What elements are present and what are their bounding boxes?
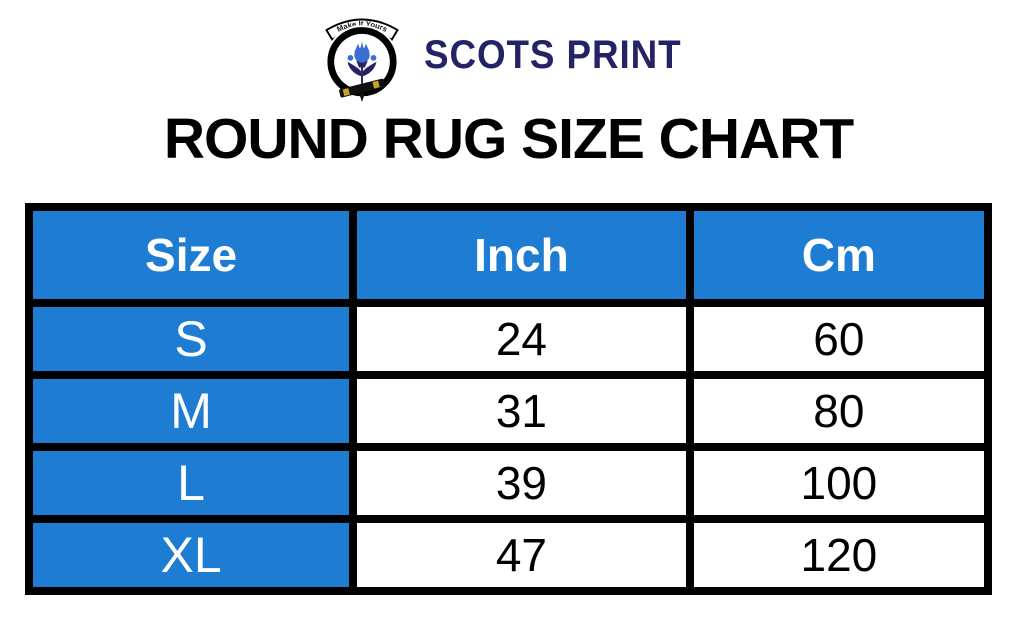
size-cell: XL xyxy=(24,515,358,595)
inch-cell: 39 xyxy=(349,443,694,523)
size-chart-table: Size Inch Cm S 24 60 M 31 80 L 39 100 xyxy=(24,203,993,595)
brand-crest-logo: Make It Yours xyxy=(324,18,399,103)
cm-cell: 80 xyxy=(685,371,993,451)
brand-header: Make It Yours xyxy=(0,6,1017,104)
size-cell: M xyxy=(24,371,358,451)
column-header-cm: Cm xyxy=(685,203,993,307)
brand-name: SCOTS PRINT xyxy=(423,32,682,77)
cm-cell: 120 xyxy=(685,515,993,595)
column-header-inch: Inch xyxy=(349,203,694,307)
inch-cell: 47 xyxy=(349,515,694,595)
size-cell: L xyxy=(24,443,358,523)
table-row-s: S 24 60 xyxy=(24,299,993,379)
cm-cell: 60 xyxy=(685,299,993,379)
cm-cell: 100 xyxy=(685,443,993,523)
page-title: ROUND RUG SIZE CHART xyxy=(163,107,854,171)
column-header-size: Size xyxy=(24,203,358,307)
thistle-icon xyxy=(347,41,376,84)
inch-cell: 31 xyxy=(349,371,694,451)
header-row: Size Inch Cm xyxy=(24,203,993,307)
table-row-xl: XL 47 120 xyxy=(24,515,993,595)
table-row-l: L 39 100 xyxy=(24,443,993,523)
belt-buckle xyxy=(338,78,385,103)
inch-cell: 24 xyxy=(349,299,694,379)
table-row-m: M 31 80 xyxy=(24,371,993,451)
size-cell: S xyxy=(24,299,358,379)
